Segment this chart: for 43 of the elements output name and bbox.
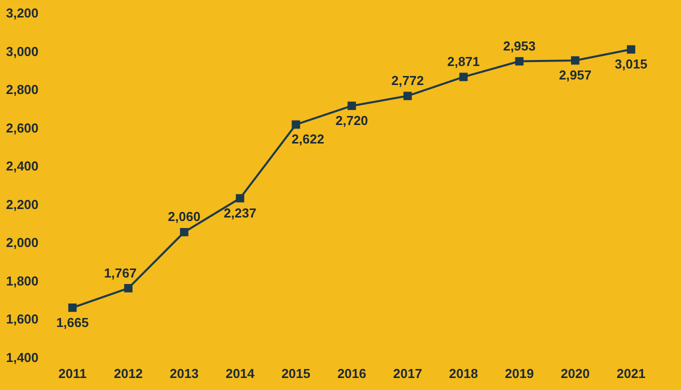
y-tick-label: 3,000 [6, 44, 39, 59]
data-label: 2,720 [335, 112, 368, 128]
x-tick-label: 2020 [560, 366, 590, 381]
x-tick-label: 2011 [58, 366, 87, 381]
point [626, 45, 636, 54]
point [180, 228, 188, 236]
y-tick-label: 2,200 [6, 196, 39, 212]
point [459, 72, 468, 82]
x-tick-label: 2016 [337, 366, 366, 381]
y-tick-label: 1,800 [6, 273, 39, 288]
y-tick-label: 2,600 [6, 120, 39, 136]
x-tick-label: 2015 [281, 366, 310, 381]
data-label: 2,622 [292, 132, 324, 147]
x-tick-label: 2017 [393, 366, 422, 381]
x-tick-label: 2021 [616, 366, 646, 381]
x-tick-label: 2018 [449, 366, 478, 381]
data-label: 3,015 [614, 56, 648, 72]
point [236, 194, 244, 202]
y-tick-label: 2,800 [6, 82, 39, 98]
x-tick-label: 2012 [114, 366, 143, 381]
y-tick-label: 2,000 [6, 235, 39, 250]
data-label: 1,665 [56, 314, 89, 330]
data-label: 1,767 [104, 265, 137, 280]
x-tick-label: 2014 [226, 366, 256, 381]
point [403, 92, 412, 100]
x-tick-label: 2019 [504, 366, 534, 381]
data-label: 2,953 [503, 38, 536, 54]
data-label: 2,060 [168, 209, 200, 224]
point [124, 284, 133, 292]
y-tick-label: 3,200 [6, 6, 39, 21]
x-tick-label: 2013 [170, 366, 199, 381]
point [515, 57, 524, 66]
data-label: 2,871 [447, 54, 480, 70]
data-label: 2,957 [558, 68, 592, 83]
data-label: 2,237 [224, 205, 256, 220]
point [571, 56, 580, 65]
y-tick-label: 2,400 [6, 158, 39, 174]
y-tick-label: 1,400 [6, 350, 39, 365]
y-tick-label: 1,600 [6, 312, 39, 327]
point [292, 120, 300, 129]
data-label: 2,772 [391, 72, 424, 88]
point [68, 304, 77, 312]
point [348, 102, 356, 110]
